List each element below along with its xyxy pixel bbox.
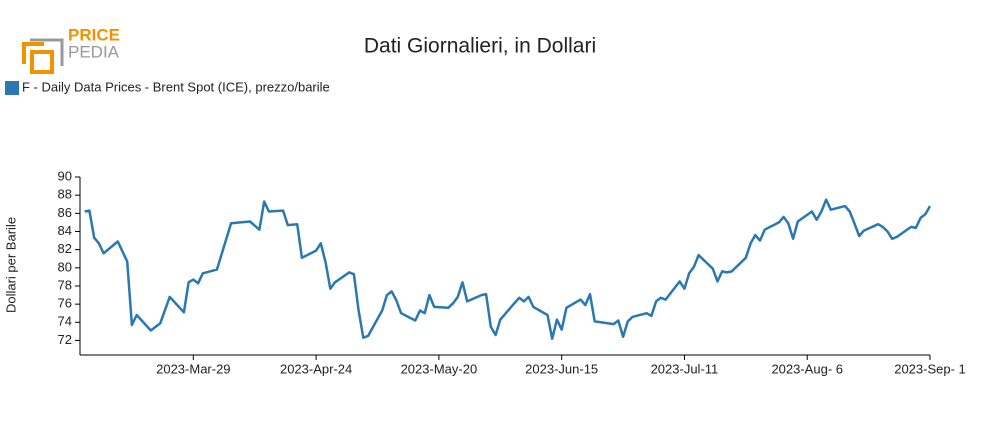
logo-text: PRICE bbox=[68, 25, 120, 44]
y-tick-label: 74 bbox=[58, 314, 72, 329]
x-tick-label: 2023-Apr-24 bbox=[280, 361, 352, 376]
x-tick-label: 2023-Jun-15 bbox=[525, 361, 598, 376]
logo-mark bbox=[22, 42, 44, 64]
x-tick-label: 2023-Jul-11 bbox=[651, 361, 719, 376]
y-tick-label: 84 bbox=[58, 223, 72, 238]
logo-mark bbox=[30, 50, 54, 74]
x-tick-label: 2023-Mar-29 bbox=[156, 361, 230, 376]
y-tick-label: 82 bbox=[58, 241, 72, 256]
legend-swatch bbox=[5, 81, 19, 95]
y-tick-label: 78 bbox=[58, 277, 72, 292]
y-tick-label: 72 bbox=[58, 332, 72, 347]
logo-text: PEDIA bbox=[68, 42, 120, 61]
y-tick-label: 86 bbox=[58, 205, 72, 220]
x-tick-label: 2023-Sep- 1 bbox=[894, 361, 966, 376]
y-tick-label: 90 bbox=[58, 168, 72, 183]
legend-label: F - Daily Data Prices - Brent Spot (ICE)… bbox=[22, 79, 330, 94]
chart-title: Dati Giornalieri, in Dollari bbox=[364, 35, 596, 58]
data-line bbox=[84, 198, 932, 340]
y-axis-label: Dollari per Barile bbox=[3, 217, 18, 313]
y-tick-label: 76 bbox=[58, 296, 72, 311]
logo-mark bbox=[30, 38, 64, 66]
y-tick-label: 80 bbox=[58, 259, 72, 274]
x-tick-label: 2023-May-20 bbox=[401, 361, 478, 376]
logo: PRICE PEDIA bbox=[22, 25, 120, 74]
x-tick-label: 2023-Aug- 6 bbox=[771, 361, 843, 376]
y-tick-label: 88 bbox=[58, 187, 72, 202]
